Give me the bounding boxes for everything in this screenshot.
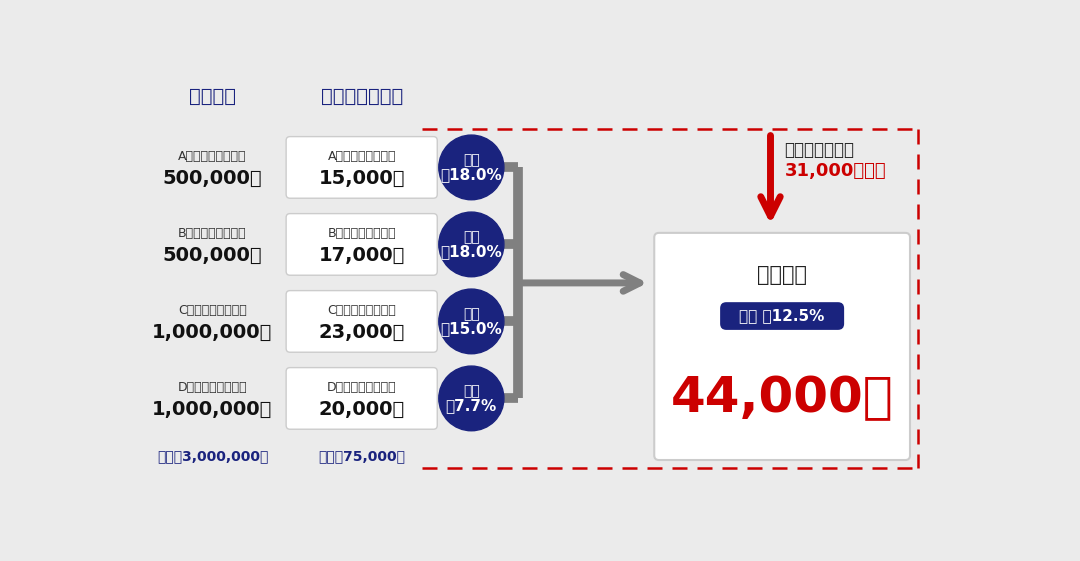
Text: 44,000円: 44,000円 <box>671 374 893 422</box>
Text: 1,000,000円: 1,000,000円 <box>152 323 272 342</box>
Text: 500,000円: 500,000円 <box>163 246 262 265</box>
Text: D社：カードローン: D社：カードローン <box>327 381 396 394</box>
Text: 合計：3,000,000円: 合計：3,000,000円 <box>157 449 268 463</box>
Text: C社：カードローン: C社：カードローン <box>327 304 396 317</box>
Text: 金利: 金利 <box>463 307 480 321</box>
Text: 金利: 金利 <box>463 153 480 167</box>
Text: 年7.7%: 年7.7% <box>446 399 497 413</box>
Text: 年18.0%: 年18.0% <box>441 245 502 260</box>
Text: 毎月の返済金額: 毎月の返済金額 <box>321 87 403 106</box>
FancyBboxPatch shape <box>286 367 437 429</box>
Text: A社：カードローン: A社：カードローン <box>327 150 396 163</box>
Text: 500,000円: 500,000円 <box>163 169 262 188</box>
Text: 金利 年12.5%: 金利 年12.5% <box>740 309 825 324</box>
FancyBboxPatch shape <box>654 233 910 460</box>
Text: B社：カードローン: B社：カードローン <box>327 227 396 240</box>
Text: 年15.0%: 年15.0% <box>441 321 502 337</box>
Text: おまとめ: おまとめ <box>757 265 807 285</box>
FancyBboxPatch shape <box>286 214 437 275</box>
FancyBboxPatch shape <box>286 137 437 198</box>
Text: A社：カードローン: A社：カードローン <box>178 150 246 163</box>
Text: C社：カードローン: C社：カードローン <box>178 304 247 317</box>
Text: 金利: 金利 <box>463 229 480 243</box>
Text: D社：カードローン: D社：カードローン <box>178 381 247 394</box>
Circle shape <box>438 289 504 354</box>
Circle shape <box>438 135 504 200</box>
Text: 年18.0%: 年18.0% <box>441 168 502 183</box>
Text: 31,000円軽減: 31,000円軽減 <box>784 162 886 180</box>
FancyBboxPatch shape <box>286 291 437 352</box>
Circle shape <box>438 366 504 431</box>
Text: 1,000,000円: 1,000,000円 <box>152 399 272 419</box>
Text: B社：カードローン: B社：カードローン <box>178 227 247 240</box>
Circle shape <box>438 212 504 277</box>
FancyBboxPatch shape <box>720 302 845 330</box>
Text: 合計：75,000円: 合計：75,000円 <box>319 449 405 463</box>
Text: 15,000円: 15,000円 <box>319 169 405 188</box>
Text: 借入金額: 借入金額 <box>189 87 237 106</box>
Text: 毎月の返済金額: 毎月の返済金額 <box>784 141 854 159</box>
Text: 20,000円: 20,000円 <box>319 399 405 419</box>
Text: 23,000円: 23,000円 <box>319 323 405 342</box>
Text: 17,000円: 17,000円 <box>319 246 405 265</box>
Text: 金利: 金利 <box>463 384 480 398</box>
